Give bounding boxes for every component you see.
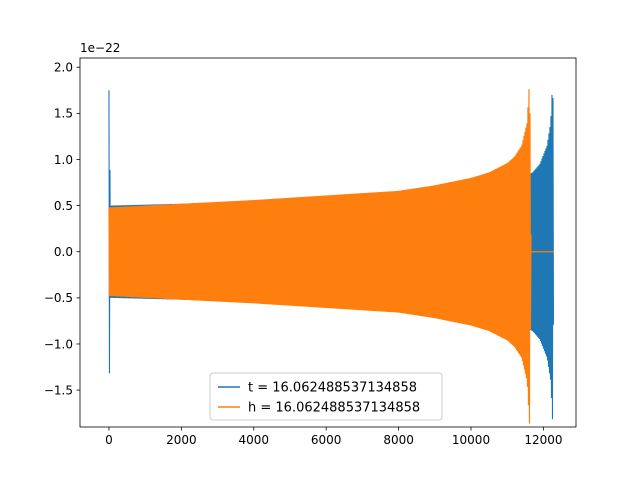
legend-label-2: h = 16.062488537134858 — [248, 401, 420, 416]
legend-label-1: t = 16.062488537134858 — [248, 381, 417, 396]
x-tick-label: 12000 — [524, 433, 562, 447]
x-tick-label: 4000 — [239, 433, 270, 447]
series-layer — [108, 89, 555, 424]
y-tick-label: −1.0 — [44, 337, 73, 351]
y-offset-label: 1e−22 — [80, 41, 120, 55]
y-tick-label: 2.0 — [54, 61, 73, 75]
y-tick-label: 1.5 — [54, 107, 73, 121]
x-tick-label: 0 — [105, 433, 113, 447]
y-tick-label: 0.0 — [54, 245, 73, 259]
x-tick-label: 6000 — [311, 433, 342, 447]
y-tick-label: −1.5 — [44, 383, 73, 397]
y-tick-label: 1.0 — [54, 153, 73, 167]
x-tick-label: 8000 — [383, 433, 414, 447]
series-line-2 — [108, 89, 554, 424]
x-tick-label: 2000 — [166, 433, 197, 447]
ticks-layer: 0 2000 4000 6000 8000 10000 12000 −1.5 −1.0 −0.5 0… — [44, 61, 563, 447]
y-tick-label: 0.5 — [54, 199, 73, 213]
legend-box — [209, 372, 443, 421]
y-tick-label: −0.5 — [44, 291, 73, 305]
legend: t = 16.062488537134858 h = 16.06248853713… — [209, 372, 443, 421]
plot-frame — [79, 57, 577, 428]
x-tick-label: 10000 — [452, 433, 490, 447]
